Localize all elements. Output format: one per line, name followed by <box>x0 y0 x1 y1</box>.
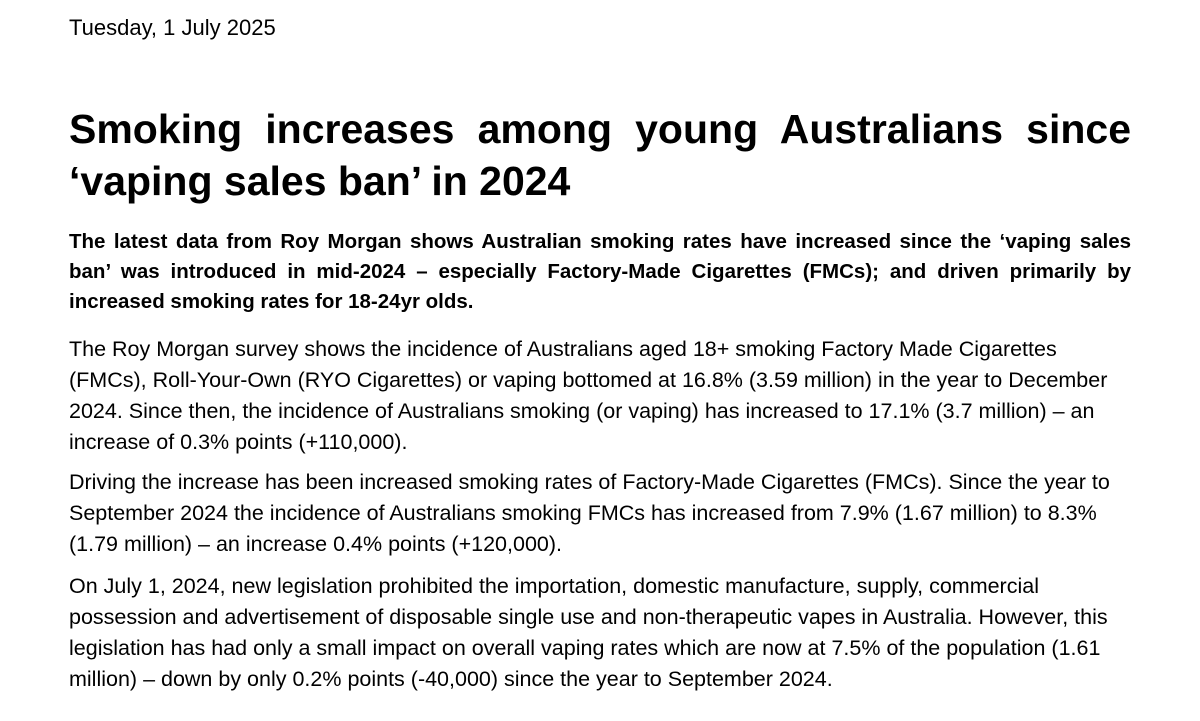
headline: Smoking increases among young Australian… <box>69 106 1131 204</box>
body-paragraph-2: Driving the increase has been increased … <box>69 470 1110 556</box>
lead-paragraph: The latest data from Roy Morgan shows Au… <box>69 230 1131 313</box>
body-paragraph-1: The Roy Morgan survey shows the incidenc… <box>69 337 1108 454</box>
body-paragraph-3: On July 1, 2024, new legislation prohibi… <box>69 574 1108 691</box>
release-date: Tuesday, 1 July 2025 <box>69 15 276 40</box>
